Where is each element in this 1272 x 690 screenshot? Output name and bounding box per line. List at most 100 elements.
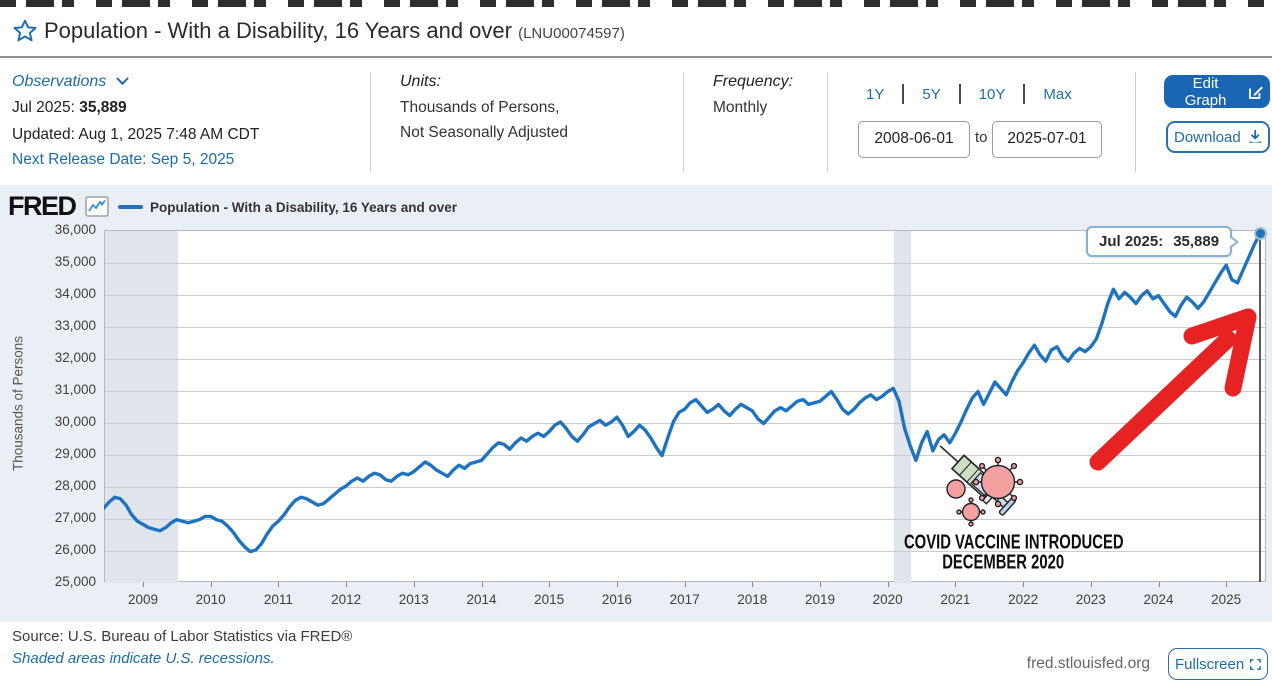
x-tick-mark	[1090, 582, 1092, 587]
x-tick-label: 2017	[669, 592, 700, 607]
gridline	[105, 327, 1267, 328]
x-tick-label: 2013	[398, 592, 429, 607]
page-title: Population - With a Disability, 16 Years…	[44, 18, 625, 44]
frequency-label: Frequency:	[713, 73, 794, 90]
range-10y[interactable]: 10Y	[978, 85, 1006, 103]
observations-dropdown[interactable]: Observations	[12, 73, 129, 91]
x-tick-label: 2025	[1211, 592, 1242, 607]
y-axis-title: Thousands of Persons	[10, 335, 26, 472]
range-5y[interactable]: 5Y	[922, 85, 941, 103]
date-range-to-label: to	[975, 129, 988, 146]
start-date-input[interactable]: 2008-06-01	[858, 121, 970, 158]
updated-timestamp: Updated: Aug 1, 2025 7:48 AM CDT	[12, 126, 260, 143]
gridline	[105, 519, 1267, 520]
gridline	[105, 391, 1267, 392]
gridline	[105, 487, 1267, 488]
column-divider	[370, 72, 371, 172]
fullscreen-button[interactable]: Fullscreen	[1168, 648, 1268, 680]
fullscreen-icon	[1250, 658, 1261, 670]
legend-line-swatch	[118, 205, 143, 209]
y-tick-label: 26,000	[54, 542, 96, 557]
x-tick-mark	[955, 582, 957, 587]
units-label: Units:	[400, 73, 441, 90]
tooltip-value: 35,889	[1173, 232, 1220, 250]
y-tick-label: 32,000	[54, 350, 96, 365]
observations-label: Observations	[12, 73, 107, 90]
site-url: fred.stlouisfed.org	[1026, 655, 1150, 672]
units-value-line1: Thousands of Persons,	[400, 99, 560, 116]
x-tick-mark	[616, 582, 618, 587]
data-point-marker	[1253, 227, 1267, 241]
gridline	[105, 423, 1267, 424]
y-tick-label: 31,000	[54, 382, 96, 397]
fred-logo: FRED	[8, 191, 77, 221]
x-tick-mark	[752, 582, 754, 587]
gridline	[105, 263, 1267, 264]
x-tick-mark	[1158, 582, 1160, 587]
edit-graph-label: Edit Graph	[1184, 74, 1227, 109]
tooltip-date: Jul 2025:	[1098, 232, 1164, 250]
favorite-star-icon[interactable]	[12, 18, 38, 49]
x-tick-label: 2024	[1143, 592, 1174, 607]
x-tick-mark	[413, 582, 415, 587]
data-tooltip: Jul 2025: 35,889	[1086, 225, 1240, 257]
x-tick-mark	[143, 582, 144, 587]
y-tick-label: 35,000	[54, 254, 96, 269]
series-title: Population - With a Disability, 16 Years…	[44, 18, 512, 43]
x-tick-label: 2016	[601, 592, 632, 607]
x-tick-mark	[1023, 582, 1025, 587]
next-release-link[interactable]: Next Release Date: Sep 5, 2025	[12, 151, 235, 168]
column-divider	[683, 72, 684, 172]
range-presets: 1Y 5Y 10Y Max	[862, 84, 1102, 104]
end-date-input[interactable]: 2025-07-01	[992, 121, 1102, 158]
header-divider	[0, 56, 1272, 58]
x-tick-label: 2011	[263, 592, 293, 607]
x-tick-mark	[278, 582, 280, 587]
y-tick-label: 29,000	[54, 446, 96, 461]
x-tick-mark	[481, 582, 483, 587]
range-1y[interactable]: 1Y	[866, 85, 885, 103]
preset-divider	[1023, 84, 1026, 104]
hover-crosshair	[1259, 233, 1262, 582]
gridline	[105, 295, 1267, 296]
y-tick-label: 36,000	[54, 222, 96, 237]
plot-area[interactable]	[104, 230, 1267, 583]
latest-observation: Jul 2025: 35,889	[12, 99, 127, 117]
recession-note-link[interactable]: Shaded areas indicate U.S. recessions.	[12, 650, 275, 667]
x-tick-label: 2012	[331, 592, 362, 607]
x-tick-mark	[684, 582, 686, 587]
download-label: Download	[1174, 128, 1241, 146]
edit-graph-button[interactable]: Edit Graph	[1164, 74, 1270, 109]
fred-chart-icon	[85, 196, 109, 222]
source-attribution: Source: U.S. Bureau of Labor Statistics …	[12, 628, 353, 645]
chevron-down-icon	[116, 77, 129, 85]
download-button[interactable]: Download	[1166, 121, 1270, 153]
recession-band	[105, 231, 178, 583]
column-divider	[1135, 72, 1136, 172]
preset-divider	[902, 84, 905, 104]
x-tick-mark	[346, 582, 348, 587]
series-id: (LNU00074597)	[518, 25, 625, 42]
x-tick-label: 2010	[195, 592, 226, 607]
range-max[interactable]: Max	[1043, 85, 1072, 103]
x-tick-mark	[549, 582, 551, 587]
latest-observation-date: Jul 2025:	[12, 99, 75, 116]
y-tick-label: 30,000	[54, 414, 96, 429]
covid-annotation-line2: DECEMBER 2020	[942, 551, 1064, 574]
x-tick-label: 2009	[127, 592, 159, 607]
frequency-value: Monthly	[713, 99, 768, 116]
preset-divider	[958, 84, 961, 104]
gridline	[105, 455, 1267, 456]
edit-pencil-icon	[1249, 85, 1264, 99]
x-tick-mark	[887, 582, 889, 587]
y-tick-label: 33,000	[54, 318, 96, 333]
y-tick-label: 27,000	[54, 510, 96, 525]
x-tick-label: 2022	[1008, 592, 1039, 607]
x-tick-label: 2014	[466, 592, 497, 607]
x-tick-label: 2018	[737, 592, 768, 607]
x-tick-label: 2020	[872, 592, 903, 607]
x-tick-mark	[820, 582, 821, 587]
y-tick-label: 34,000	[54, 286, 96, 301]
x-tick-mark	[210, 582, 212, 587]
covid-annotation-line1: COVID VACCINE INTRODUCED	[903, 531, 1124, 554]
